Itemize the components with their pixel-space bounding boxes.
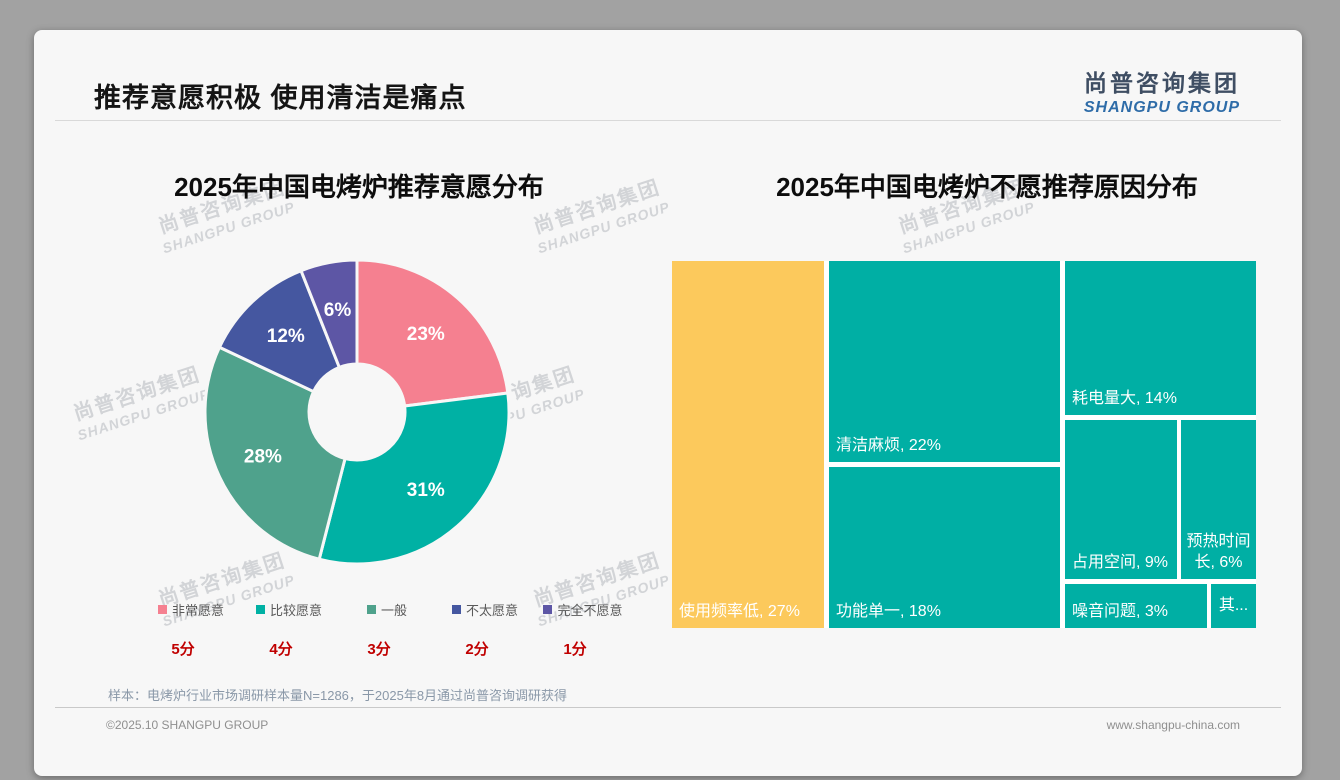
treemap-cell-使用频率低: 使用频率低, 27%	[672, 261, 824, 628]
legend-marker-swatch	[366, 605, 376, 614]
score-label: 3分	[367, 641, 391, 658]
page-title: 推荐意愿积极 使用清洁是痛点	[94, 83, 467, 113]
donut-chart-title: 2025年中国电烤炉推荐意愿分布	[174, 172, 544, 202]
footer-divider	[55, 707, 1281, 708]
treemap-cell-label: 耗电量大, 14%	[1072, 390, 1177, 408]
treemap-cell-label: 其...	[1218, 596, 1249, 614]
legend-label: 比较愿意	[269, 603, 322, 618]
treemap-cell-label: 功能单一, 18%	[836, 603, 941, 621]
donut-slice-1	[355, 258, 510, 408]
donut-slice-value-label: 31%	[407, 480, 445, 501]
company-logo: 尚普咨询集团 SHANGPU GROUP	[1084, 64, 1240, 117]
donut-slice-value-label: 23%	[407, 324, 445, 345]
score-label: 2分	[465, 641, 489, 658]
donut-slice-2	[317, 391, 511, 566]
treemap-chart: 使用频率低, 27% 清洁麻烦, 22% 功能单一, 18% 耗电量大, 14% 占用空…	[672, 261, 1256, 628]
legend-label: 一般	[380, 603, 407, 618]
legend-marker-swatch	[543, 605, 553, 614]
donut-chart: 23% 31% 28% 12% 6%	[203, 258, 511, 566]
donut-legend: 非常愿意 比较愿意 一般 不太愿意 完全不愿意	[142, 600, 632, 619]
treemap-cell-占用空间: 占用空间, 9%	[1065, 420, 1177, 579]
donut-slice-value-label: 28%	[244, 446, 282, 467]
treemap-cell-功能单一: 功能单一, 18%	[829, 467, 1060, 628]
score-label: 5分	[171, 641, 195, 658]
legend-label: 不太愿意	[465, 603, 518, 618]
treemap-cell-清洁麻烦: 清洁麻烦, 22%	[829, 261, 1060, 462]
treemap-cell-label: 预热时间长, 6%	[1186, 533, 1251, 572]
sample-footnote: 样本：电烤炉行业市场调研样本量N=1286，于2025年8月通过尚普咨询调研获得	[108, 688, 568, 703]
legend-label: 完全不愿意	[557, 603, 623, 618]
treemap-cell-预热时间长: 预热时间长, 6%	[1181, 420, 1256, 579]
legend-marker-swatch	[255, 605, 265, 614]
score-label: 1分	[563, 641, 587, 658]
logo-chinese-text: 尚普咨询集团	[1083, 70, 1240, 96]
footer-copyright: ©2025.10 SHANGPU GROUP	[106, 718, 269, 732]
donut-slice-value-label: 6%	[324, 300, 352, 321]
legend-item: 一般	[338, 600, 436, 619]
legend-item: 非常愿意	[142, 600, 240, 619]
donut-slice-4	[217, 269, 341, 394]
legend-item: 完全不愿意	[534, 600, 632, 619]
legend-marker-swatch	[157, 605, 167, 614]
donut-slice-3	[203, 345, 347, 561]
treemap-cell-耗电量大: 耗电量大, 14%	[1065, 261, 1256, 415]
donut-score-row: 5分 4分 3分 2分 1分	[134, 638, 624, 659]
score-label: 4分	[269, 641, 293, 658]
treemap-chart-title: 2025年中国电烤炉不愿推荐原因分布	[776, 172, 1198, 202]
treemap-cell-其他: 其...	[1211, 584, 1256, 628]
header-divider	[55, 120, 1281, 121]
footer-website: www.shangpu-china.com	[1106, 718, 1240, 732]
legend-item: 比较愿意	[240, 600, 338, 619]
legend-item: 不太愿意	[436, 600, 534, 619]
treemap-cell-label: 噪音问题, 3%	[1072, 603, 1169, 621]
treemap-cell-label: 使用频率低, 27%	[679, 603, 800, 621]
treemap-cell-噪音问题: 噪音问题, 3%	[1065, 584, 1207, 628]
legend-label: 非常愿意	[171, 603, 224, 618]
logo-english-text: SHANGPU GROUP	[1083, 99, 1240, 116]
legend-marker-swatch	[451, 605, 461, 614]
treemap-cell-label: 清洁麻烦, 22%	[836, 437, 941, 455]
treemap-cell-label: 占用空间, 9%	[1072, 554, 1169, 572]
slide-card: 尚普咨询集团 SHANGPU GROUP 尚普咨询集团 SHANGPU GROUP 尚普…	[34, 30, 1302, 776]
donut-slice-value-label: 12%	[267, 326, 305, 347]
donut-slice-5	[299, 258, 359, 369]
